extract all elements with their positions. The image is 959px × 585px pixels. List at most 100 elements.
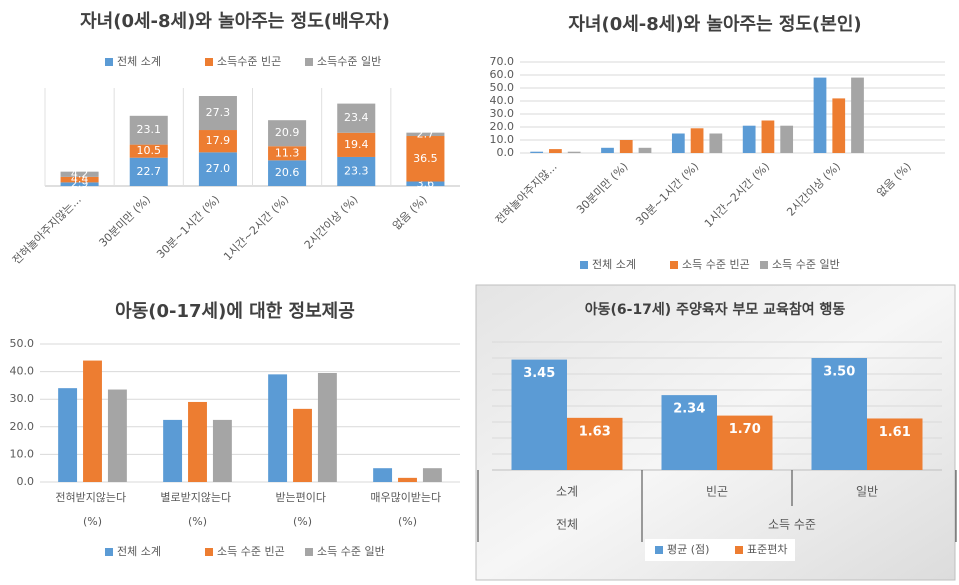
bar [198, 130, 237, 153]
bar [780, 125, 794, 153]
legend-label: 전체 소계 [117, 55, 161, 68]
legend-label: 소득 수준 일반 [772, 257, 840, 271]
data-label: 27.3 [206, 106, 231, 119]
data-label: 20.6 [275, 166, 300, 179]
bar [422, 468, 442, 482]
legend-swatch [305, 548, 313, 556]
y-tick-label: 10.0 [10, 447, 35, 460]
y-tick-label: 30.0 [490, 107, 515, 120]
x-tick-label: 별로받지않는다 (%) [160, 491, 234, 528]
data-label: 3.50 [823, 365, 855, 380]
bar [268, 120, 307, 147]
data-label: 1.61 [879, 425, 911, 440]
x-tick-label: 없음 (%) [390, 193, 429, 232]
bar [268, 374, 288, 482]
legend-swatch [305, 58, 313, 66]
y-tick-label: 20.0 [10, 420, 35, 433]
bar [709, 133, 723, 153]
data-label: 22.7 [137, 165, 162, 178]
bar [761, 120, 775, 153]
x-tick-label: 전혀놀아주지않는... [10, 193, 84, 267]
legend-swatch [580, 261, 588, 269]
y-tick-label: 30.0 [10, 392, 35, 405]
data-label: 23.4 [344, 111, 369, 124]
chart-title: 아동(6-17세) 주양육자 부모 교육참여 행동 [585, 301, 846, 318]
x-tick-label: 1시간~2시간 (%) [221, 193, 291, 263]
bar [129, 144, 168, 158]
y-tick-label: 20.0 [490, 120, 515, 133]
data-label: 10.5 [137, 144, 162, 157]
bar [406, 181, 445, 186]
data-label: 4.2 [71, 167, 89, 180]
bar [337, 156, 376, 186]
bar [813, 77, 827, 153]
bar [83, 360, 102, 482]
x-tick-label: 2시간이상 (%) [784, 160, 843, 219]
data-label: 23.3 [344, 164, 369, 177]
bar [268, 146, 307, 161]
legend-swatch [105, 58, 113, 66]
x-tick-label: 일반 [856, 485, 878, 499]
x-tick-label: 30분미만 (%) [574, 160, 630, 216]
legend-swatch [655, 546, 663, 554]
y-tick-label: 50.0 [490, 81, 515, 94]
x-tick-label: 전혀놀아주지않... [493, 160, 560, 227]
y-tick-label: 50.0 [10, 337, 35, 350]
y-tick-label: 10.0 [490, 133, 515, 146]
x-tick-label-line: 매우많이받는다 [370, 491, 444, 504]
data-label: 17.9 [206, 134, 231, 147]
bar [832, 98, 846, 153]
y-tick-label: 0.0 [497, 146, 515, 159]
x-tick-label-line: (%) [293, 515, 312, 528]
x-tick-label: 매우많이받는다 (%) [370, 491, 444, 528]
y-tick-label: 70.0 [490, 55, 515, 68]
legend-label: 평균 (점) [667, 543, 709, 556]
bar [638, 147, 652, 153]
y-tick-label: 60.0 [490, 68, 515, 81]
legend-swatch [105, 548, 113, 556]
group-label: 전체 [556, 518, 578, 532]
x-tick-label-line: 전혀받지않는다 [55, 491, 129, 504]
bar [690, 128, 704, 153]
chart-title: 아동(0-17세)에 대한 정보제공 [115, 301, 355, 322]
legend-label: 소득 수준 일반 [317, 544, 385, 558]
x-tick-label: 30분미만 (%) [97, 193, 153, 249]
data-label: 2.7 [417, 127, 435, 140]
legend-label: 소득 수준 빈곤 [682, 258, 750, 271]
bar [163, 419, 183, 482]
x-tick-label: 없음 (%) [874, 160, 913, 199]
legend-label: 소득수준 빈곤 [217, 55, 281, 68]
data-label: 1.63 [579, 424, 611, 439]
legend-box [645, 539, 795, 561]
x-tick-label: 30분~1시간 (%) [154, 193, 222, 261]
bar [851, 77, 864, 153]
x-tick-label-line: (%) [188, 515, 207, 528]
data-label: 11.3 [275, 146, 300, 159]
x-tick-label: 전혀받지않는다 (%) [55, 491, 129, 528]
y-tick-label: 40.0 [10, 365, 35, 378]
x-tick-label-line: 받는편이다 [275, 491, 329, 504]
legend-label: 전체 소계 [592, 258, 636, 271]
group-label: 소득 수준 [768, 518, 816, 532]
data-label: 19.4 [344, 138, 369, 151]
legend-swatch [205, 548, 213, 556]
bar [317, 372, 337, 482]
legend-label: 소득 수준 빈곤 [217, 545, 285, 558]
bar [671, 133, 685, 153]
legend-swatch [205, 58, 213, 66]
bar [619, 140, 633, 153]
legend-swatch [735, 546, 743, 554]
bar [511, 359, 567, 470]
bar [60, 176, 99, 183]
legend-label: 표준편차 [747, 543, 787, 556]
bar [60, 171, 99, 177]
bar [398, 477, 417, 482]
bar [198, 96, 237, 131]
y-tick-label: 40.0 [490, 94, 515, 107]
bar [406, 136, 445, 182]
data-label: 36.5 [413, 152, 438, 165]
data-label: 3.45 [523, 366, 555, 381]
bar [58, 388, 78, 482]
bar [406, 132, 445, 137]
